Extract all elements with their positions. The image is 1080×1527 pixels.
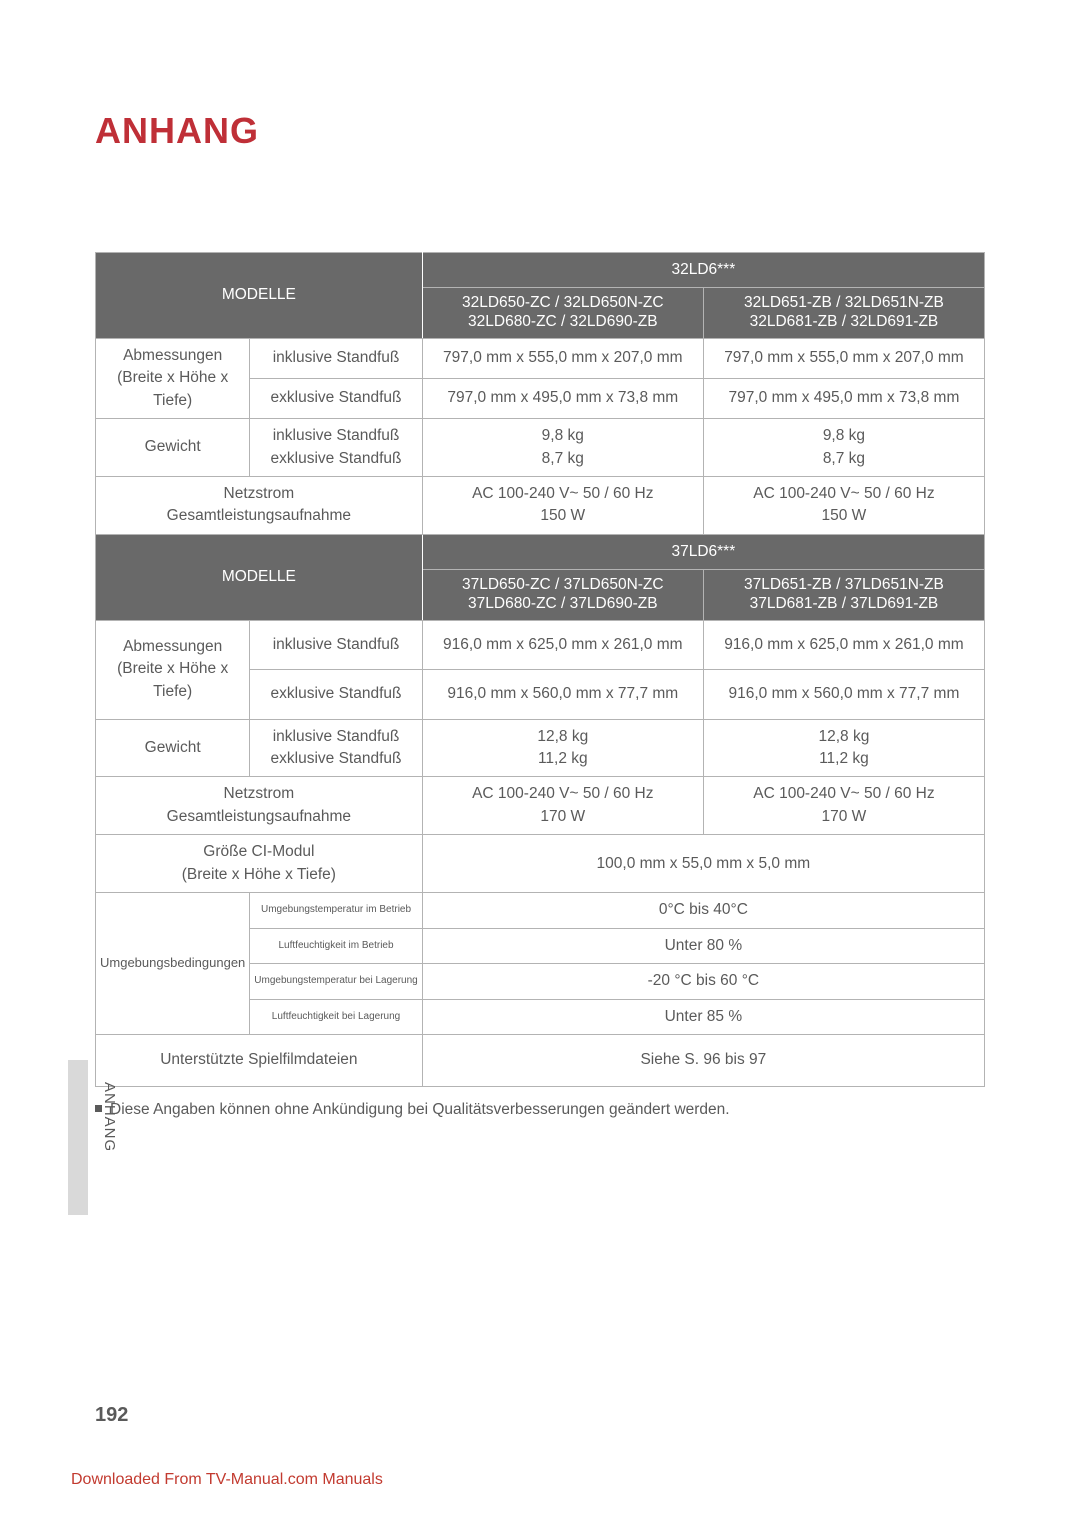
footnote: Diese Angaben können ohne Ankündigung be… <box>95 1101 985 1119</box>
sub-inkl-2: inklusive Standfuß <box>250 620 422 669</box>
val: 12,8 kg 11,2 kg <box>422 719 703 777</box>
page-title: ANHANG <box>95 110 985 152</box>
row-spielfilm: Unterstützte Spielfilmdateien <box>96 1035 423 1086</box>
val: AC 100-240 V~ 50 / 60 Hz 170 W <box>703 777 984 835</box>
sub-gewicht: inklusive Standfuß exklusive Standfuß <box>250 419 422 477</box>
spec-table: MODELLE 32LD6*** 32LD650-ZC / 32LD650N-Z… <box>95 252 985 1087</box>
row-abmessungen-2: Abmessungen (Breite x Höhe x Tiefe) <box>96 620 250 719</box>
val: 12,8 kg 11,2 kg <box>703 719 984 777</box>
val: 916,0 mm x 625,0 mm x 261,0 mm <box>703 620 984 669</box>
val: 0°C bis 40°C <box>422 893 984 928</box>
header-modelle: MODELLE <box>96 253 423 339</box>
row-gewicht: Gewicht <box>96 419 250 477</box>
col1-header: 32LD650-ZC / 32LD650N-ZC 32LD680-ZC / 32… <box>422 288 703 338</box>
side-section-label: ANHANG <box>101 1082 118 1152</box>
val: AC 100-240 V~ 50 / 60 Hz 150 W <box>703 477 984 535</box>
row-gewicht-2: Gewicht <box>96 719 250 777</box>
val: 797,0 mm x 555,0 mm x 207,0 mm <box>422 338 703 378</box>
sub-exkl-2: exklusive Standfuß <box>250 670 422 719</box>
sub-exkl: exklusive Standfuß <box>250 378 422 418</box>
series-header-2: 37LD6*** <box>422 534 984 569</box>
val: AC 100-240 V~ 50 / 60 Hz 170 W <box>422 777 703 835</box>
val-ci: 100,0 mm x 55,0 mm x 5,0 mm <box>422 835 984 893</box>
row-abmessungen: Abmessungen (Breite x Höhe x Tiefe) <box>96 338 250 418</box>
env-label: Umgebungstemperatur im Betrieb <box>250 893 422 928</box>
row-umgebung: Umgebungsbedingungen <box>96 893 250 1035</box>
col2-header-2: 37LD651-ZB / 37LD651N-ZB 37LD681-ZB / 37… <box>703 570 984 620</box>
row-ci: Größe CI-Modul (Breite x Höhe x Tiefe) <box>96 835 423 893</box>
val: 916,0 mm x 560,0 mm x 77,7 mm <box>422 670 703 719</box>
val: 916,0 mm x 560,0 mm x 77,7 mm <box>703 670 984 719</box>
series-header-1: 32LD6*** <box>422 253 984 288</box>
env-label: Umgebungstemperatur bei Lagerung <box>250 964 422 999</box>
val-spielfilm: Siehe S. 96 bis 97 <box>422 1035 984 1086</box>
val: 797,0 mm x 555,0 mm x 207,0 mm <box>703 338 984 378</box>
val: 916,0 mm x 625,0 mm x 261,0 mm <box>422 620 703 669</box>
sub-inkl: inklusive Standfuß <box>250 338 422 378</box>
env-label: Luftfeuchtigkeit im Betrieb <box>250 928 422 963</box>
val: 9,8 kg 8,7 kg <box>703 419 984 477</box>
download-source: Downloaded From TV-Manual.com Manuals <box>71 1471 383 1489</box>
val: 797,0 mm x 495,0 mm x 73,8 mm <box>422 378 703 418</box>
header-modelle-2: MODELLE <box>96 534 423 620</box>
row-netz-2: Netzstrom Gesamtleistungsaufnahme <box>96 777 423 835</box>
side-tab <box>68 1060 88 1215</box>
env-label: Luftfeuchtigkeit bei Lagerung <box>250 999 422 1034</box>
val: Unter 80 % <box>422 928 984 963</box>
val: 9,8 kg 8,7 kg <box>422 419 703 477</box>
val: Unter 85 % <box>422 999 984 1034</box>
val: AC 100-240 V~ 50 / 60 Hz 150 W <box>422 477 703 535</box>
row-netz: Netzstrom Gesamtleistungsaufnahme <box>96 477 423 535</box>
val: 797,0 mm x 495,0 mm x 73,8 mm <box>703 378 984 418</box>
sub-gewicht-2: inklusive Standfuß exklusive Standfuß <box>250 719 422 777</box>
page-number: 192 <box>95 1404 128 1427</box>
col2-header: 32LD651-ZB / 32LD651N-ZB 32LD681-ZB / 32… <box>703 288 984 338</box>
val: -20 °C bis 60 °C <box>422 964 984 999</box>
col1-header-2: 37LD650-ZC / 37LD650N-ZC 37LD680-ZC / 37… <box>422 570 703 620</box>
